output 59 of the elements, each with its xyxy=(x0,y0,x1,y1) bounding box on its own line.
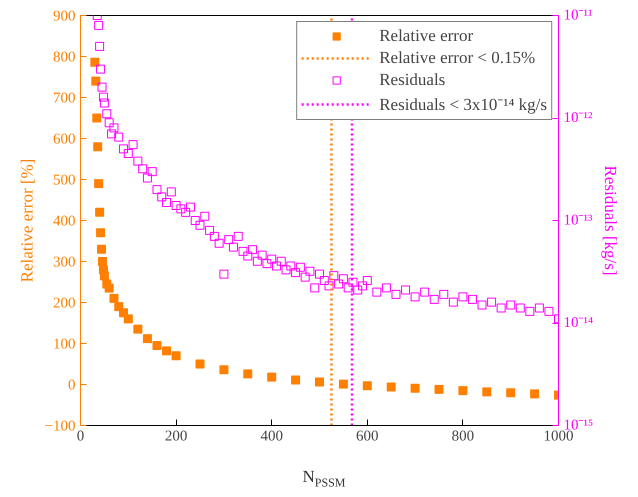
y-tick-label: 800 xyxy=(53,50,76,66)
x-tick-label: 400 xyxy=(260,428,283,444)
point xyxy=(162,346,172,356)
x-tick-label: 600 xyxy=(356,428,379,444)
point xyxy=(97,244,106,254)
point xyxy=(291,375,300,384)
point xyxy=(94,179,104,188)
y-tick-label: 200 xyxy=(53,296,76,312)
y-tick-label: 100 xyxy=(53,336,76,352)
y-tick-label: 0 xyxy=(68,378,76,394)
y-tick-label: 700 xyxy=(53,90,76,106)
point xyxy=(338,380,348,389)
y-tick-label: 600 xyxy=(53,132,76,148)
point xyxy=(196,360,204,368)
y2-tick-label: 10⁻¹⁴ xyxy=(564,315,594,331)
point xyxy=(100,271,109,280)
point xyxy=(96,228,106,238)
point xyxy=(243,369,252,378)
point xyxy=(315,378,324,387)
legend-label: Relative error xyxy=(379,26,474,46)
point xyxy=(95,208,104,217)
point xyxy=(172,351,181,360)
y-axis-title: Relative error [%] xyxy=(18,158,37,282)
y-tick-label: 400 xyxy=(53,214,76,230)
point xyxy=(142,334,152,344)
x-tick-label: 800 xyxy=(452,428,474,444)
y-tick-label: −100 xyxy=(44,418,76,434)
point xyxy=(90,58,100,67)
y-tick-label: 500 xyxy=(53,172,76,188)
y2-axis-title: Residuals [kg/s] xyxy=(601,165,620,276)
x-axis-title: N$_{PSSM}$ xyxy=(302,466,346,492)
point xyxy=(104,284,114,293)
ref-line-label: Residuals < 3x10⁻¹⁴ kg/s xyxy=(379,94,547,115)
legend-label: Residuals xyxy=(379,70,446,90)
point xyxy=(109,294,118,303)
x-tick-label: 200 xyxy=(164,428,188,444)
point xyxy=(124,314,133,324)
y2-tick-label: 10⁻¹² xyxy=(564,110,593,126)
ref-line-label: Relative error < 0.15% xyxy=(379,48,536,68)
point xyxy=(133,324,142,334)
point xyxy=(386,382,396,392)
point xyxy=(93,142,102,152)
point xyxy=(506,388,516,398)
y2-tick-label: 10⁻¹¹ xyxy=(564,8,592,24)
point xyxy=(98,257,107,266)
y2-tick-label: 10⁻¹³ xyxy=(564,212,593,228)
point xyxy=(362,381,372,390)
y-tick-label: 300 xyxy=(53,254,76,270)
point xyxy=(219,365,228,374)
point xyxy=(410,384,420,393)
point xyxy=(92,114,102,122)
point xyxy=(458,386,468,396)
point xyxy=(267,372,276,382)
point xyxy=(152,341,162,350)
point xyxy=(434,384,444,394)
point xyxy=(482,387,492,396)
point xyxy=(91,76,100,86)
point xyxy=(530,389,540,398)
y-tick-label: 900 xyxy=(53,8,76,24)
